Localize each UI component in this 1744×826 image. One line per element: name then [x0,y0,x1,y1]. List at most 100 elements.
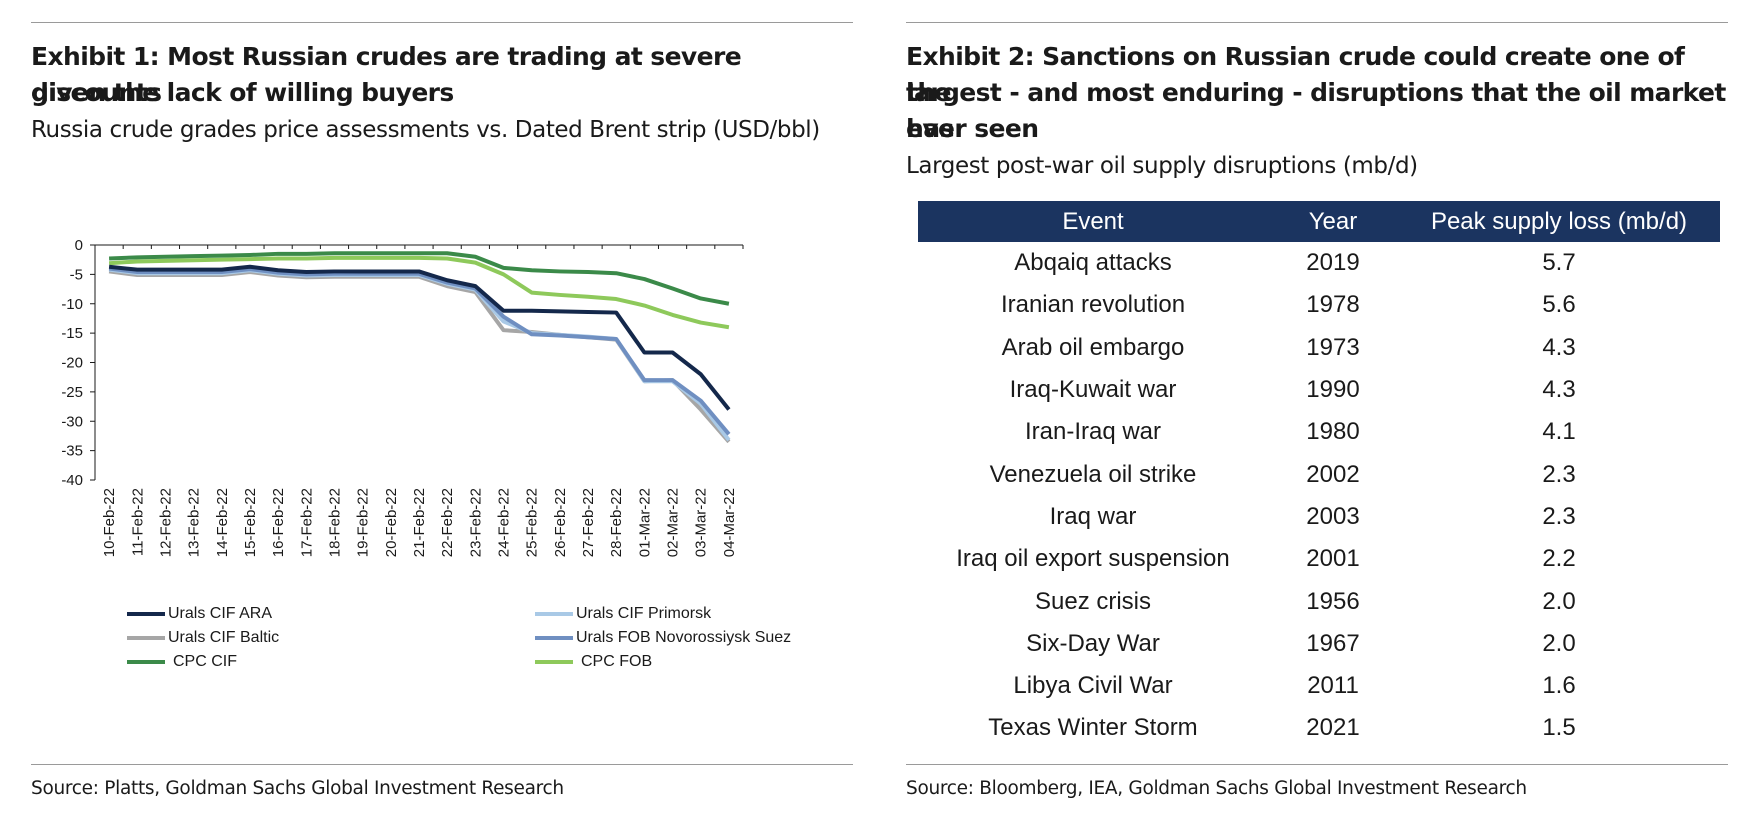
x-axis: 10-Feb-22 11-Feb-22 12-Feb-22 13-Feb-22 14-F… [94,244,744,557]
x-tick-label: 02-Mar-22 [665,488,682,557]
cell-event: Suez crisis [1034,587,1152,615]
x-tick-label: 22-Feb-22 [439,488,456,557]
top-rule [31,22,853,23]
bottom-rule [31,764,853,765]
legend-label: Urals CIF ARA [168,605,273,622]
exhibit-2-title-line-1: Exhibit 2: Sanctions on Russian crude co… [906,42,1685,107]
table-row: Iran-Iraq war 1980 4.1 [918,411,1720,453]
x-tick-label: 11-Feb-22 [129,488,146,556]
cell-peak-supply-loss: 1.6 [1542,672,1576,700]
cell-event: Abqaiq attacks [1014,249,1172,277]
legend-swatch [127,636,165,640]
cell-event: Six-Day War [1026,629,1160,657]
x-tick-label: 12-Feb-22 [157,488,174,557]
x-tick-label: 19-Feb-22 [355,488,372,557]
legend-swatch [535,636,573,640]
x-tick-label: 17-Feb-22 [298,488,315,557]
cell-year: 2001 [1306,545,1360,573]
cell-event: Arab oil embargo [1001,333,1185,361]
x-tick-label: 24-Feb-22 [496,488,513,557]
legend-label: Urals CIF Baltic [168,629,280,646]
y-tick-label: 0 [75,237,83,254]
cell-peak-supply-loss: 2.0 [1542,629,1576,657]
cell-event: Iranian revolution [1000,291,1186,319]
x-tick-label: 26-Feb-22 [552,488,569,557]
x-tick-label: 10-Feb-22 [101,488,118,557]
x-tick-label: 15-Feb-22 [242,488,259,557]
series-line-cpc-fob [108,255,730,330]
cell-year: 1967 [1306,629,1360,657]
x-tick-label: 04-Mar-22 [721,488,738,557]
header-event: Event [918,201,1268,242]
exhibit-2-title-line-3: ever seen [906,114,1039,143]
series-line-urals-cif-primorsk [108,267,731,442]
y-tick-label: -5 [70,266,83,283]
legend-label: CPC FOB [581,653,653,670]
cell-year: 1956 [1306,587,1360,615]
legend-item-urals-cif-primorsk: Urals CIF Primorsk [535,605,711,623]
chart-series [108,251,731,444]
legend-label: Urals CIF Primorsk [576,605,712,622]
exhibit-1-subtitle: Russia crude grades price assessments vs… [31,117,820,143]
y-tick-label: -25 [61,384,83,401]
legend-swatch [535,612,573,616]
x-tick-label: 23-Feb-22 [467,488,484,557]
exhibit-2-source: Source: Bloomberg, IEA, Goldman Sachs Gl… [906,778,1527,799]
table-header-row: Event Year Peak supply loss (mb/d) [918,201,1720,242]
cell-year: 2019 [1306,249,1360,277]
cell-peak-supply-loss: 2.2 [1542,545,1576,573]
y-tick-label: -35 [61,443,83,460]
cell-year: 1978 [1306,291,1360,319]
legend-item-urals-cif-baltic: Urals CIF Baltic [127,629,279,647]
cell-event: Libya Civil War [1013,672,1173,700]
x-tick-label: 25-Feb-22 [524,488,541,557]
x-tick-label: 16-Feb-22 [270,488,287,557]
y-tick-label: -30 [61,413,83,430]
x-tick-label: 27-Feb-22 [580,488,597,557]
table-row: Venezuela oil strike 2002 2.3 [918,453,1720,495]
exhibit-2-subtitle: Largest post-war oil supply disruptions … [906,153,1418,179]
series-line-urals-fob-novorossiysk-suez [108,266,731,436]
series-line-urals-cif-baltic [108,269,731,444]
cell-event: Venezuela oil strike [989,460,1197,488]
legend-item-cpc-cif: CPC CIF [127,653,237,671]
cell-year: 1973 [1306,333,1360,361]
exhibit-2-title-line-2: largest - and most enduring - disruption… [906,78,1726,143]
legend-label: Urals FOB Novorossiysk Suez [576,629,792,646]
cell-peak-supply-loss: 1.5 [1542,714,1576,742]
exhibit-1-title-line-1: Exhibit 1: Most Russian crudes are tradi… [31,42,742,107]
legend-label: CPC CIF [173,653,237,670]
table-row: Abqaiq attacks 2019 5.7 [918,242,1720,284]
bottom-rule [906,764,1728,765]
cell-event: Iraq oil export suspension [956,545,1230,573]
table-row: Libya Civil War 2011 1.6 [918,665,1720,707]
cell-peak-supply-loss: 5.7 [1542,249,1576,277]
y-tick-label: -15 [61,325,83,342]
exhibit-1-panel: Exhibit 1: Most Russian crudes are tradi… [31,0,853,826]
cell-event: Texas Winter Storm [988,714,1198,742]
legend-swatch [127,660,165,664]
cell-year: 2011 [1307,672,1359,700]
cell-peak-supply-loss: 4.3 [1542,376,1576,404]
chart-legend: Urals CIF ARA Urals CIF Primorsk Urals C… [96,605,856,685]
series-line-cpc-cif [109,251,730,306]
cell-peak-supply-loss: 2.3 [1542,460,1576,488]
exhibit-1-title-line-2: given the lack of willing buyers [31,78,454,107]
top-rule [906,22,1728,23]
legend-item-urals-cif-ara: Urals CIF ARA [127,605,272,623]
disruptions-table: Event Year Peak supply loss (mb/d) Abqai… [918,201,1720,750]
cell-peak-supply-loss: 4.1 [1542,418,1576,446]
table-row: Iranian revolution 1978 5.6 [918,284,1720,326]
y-tick-label: -40 [61,472,83,489]
legend-swatch [535,660,573,664]
x-tick-label: 28-Feb-22 [608,488,625,557]
y-axis: 0 -5 -10 -15 -20 -25 -30 -35 -40 [61,237,96,489]
x-tick-label: 01-Mar-22 [636,488,653,557]
header-year: Year [1268,201,1398,242]
cell-event: Iraq war [1049,502,1137,530]
line-chart: 0 -5 -10 -15 -20 -25 -30 -35 -40 10-Feb-22 11-Feb… [61,237,744,557]
table-row: Iraq war 2003 2.3 [918,496,1720,538]
x-tick-label: 20-Feb-22 [383,488,400,557]
table-row: Texas Winter Storm 2021 1.5 [918,707,1720,749]
x-tick-label: 21-Feb-22 [411,488,428,557]
